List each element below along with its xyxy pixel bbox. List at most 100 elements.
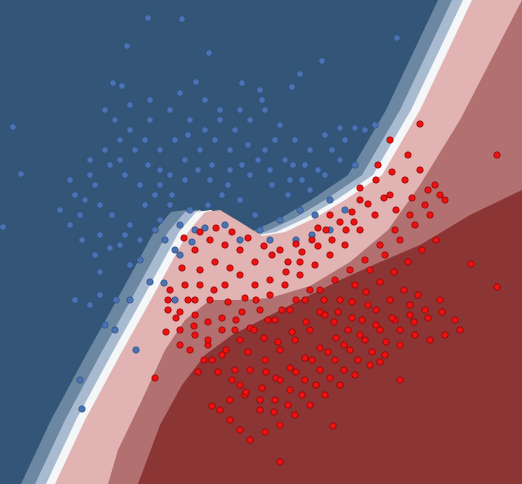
- red-point: [236, 336, 244, 344]
- red-point: [258, 384, 266, 392]
- blue-point: [192, 78, 200, 86]
- blue-point: [126, 221, 134, 229]
- blue-point: [289, 161, 297, 169]
- red-point: [226, 416, 234, 424]
- red-point: [336, 296, 344, 304]
- blue-point: [146, 278, 154, 286]
- red-point: [467, 260, 475, 268]
- red-point: [242, 388, 250, 396]
- red-point: [298, 391, 306, 399]
- blue-point: [136, 181, 144, 189]
- blue-point: [216, 106, 224, 114]
- red-point: [411, 221, 419, 229]
- blue-point: [121, 171, 129, 179]
- blue-point: [9, 123, 17, 131]
- blue-point: [224, 181, 232, 189]
- red-point: [344, 326, 352, 334]
- red-point: [256, 406, 264, 414]
- red-point: [291, 336, 299, 344]
- red-point: [408, 194, 416, 202]
- blue-point: [254, 156, 262, 164]
- red-point: [296, 258, 304, 266]
- red-point: [291, 411, 299, 419]
- blue-point: [112, 296, 120, 304]
- blue-point: [211, 136, 219, 144]
- red-point: [164, 306, 172, 314]
- blue-point: [226, 166, 234, 174]
- blue-point: [246, 171, 254, 179]
- blue-point: [201, 96, 209, 104]
- red-point: [224, 298, 232, 306]
- blue-point: [160, 279, 168, 287]
- red-point: [331, 276, 339, 284]
- blue-point: [156, 181, 164, 189]
- red-point: [270, 408, 278, 416]
- red-point: [396, 326, 404, 334]
- blue-point: [311, 211, 319, 219]
- red-point: [301, 376, 309, 384]
- blue-point: [178, 15, 186, 23]
- red-point: [396, 236, 404, 244]
- red-point: [382, 338, 390, 346]
- red-point: [391, 226, 399, 234]
- red-point: [244, 348, 252, 356]
- blue-point: [306, 146, 314, 154]
- blue-point: [244, 141, 252, 149]
- blue-point: [296, 70, 304, 78]
- red-point: [416, 120, 424, 128]
- red-point: [354, 356, 362, 364]
- blue-point: [226, 146, 234, 154]
- red-point: [314, 242, 322, 250]
- red-point: [286, 364, 294, 372]
- red-point: [411, 331, 419, 339]
- red-point: [426, 211, 434, 219]
- red-point: [252, 296, 260, 304]
- blue-point: [184, 131, 192, 139]
- blue-point: [171, 246, 179, 254]
- red-point: [196, 281, 204, 289]
- red-point: [424, 314, 432, 322]
- red-point: [441, 331, 449, 339]
- red-point: [288, 328, 296, 336]
- blue-point: [181, 156, 189, 164]
- blue-point: [146, 116, 154, 124]
- red-point: [361, 256, 369, 264]
- red-point: [342, 226, 350, 234]
- red-point: [261, 428, 269, 436]
- blue-point: [101, 146, 109, 154]
- blue-point: [71, 191, 79, 199]
- red-point: [386, 136, 394, 144]
- red-point: [432, 236, 440, 244]
- red-point: [190, 322, 198, 330]
- red-point: [314, 224, 322, 232]
- red-point: [404, 258, 412, 266]
- red-point: [178, 264, 186, 272]
- red-point: [396, 341, 404, 349]
- blue-point: [132, 346, 140, 354]
- red-point: [222, 346, 230, 354]
- red-point: [451, 316, 459, 324]
- blue-point: [218, 191, 226, 199]
- red-point: [372, 176, 380, 184]
- red-point: [418, 246, 426, 254]
- red-point: [218, 314, 226, 322]
- blue-point: [156, 146, 164, 154]
- blue-point: [321, 171, 329, 179]
- red-point: [306, 401, 314, 409]
- red-point: [226, 396, 234, 404]
- red-point: [381, 251, 389, 259]
- blue-point: [101, 321, 109, 329]
- red-point: [346, 266, 354, 274]
- blue-point: [371, 121, 379, 129]
- blue-point: [121, 231, 129, 239]
- blue-point: [144, 161, 152, 169]
- blue-point: [351, 161, 359, 169]
- blue-point: [328, 146, 336, 154]
- red-point: [286, 306, 294, 314]
- red-point: [204, 336, 212, 344]
- blue-point: [176, 89, 184, 97]
- red-point: [421, 201, 429, 209]
- red-point: [388, 168, 396, 176]
- blue-point: [251, 211, 259, 219]
